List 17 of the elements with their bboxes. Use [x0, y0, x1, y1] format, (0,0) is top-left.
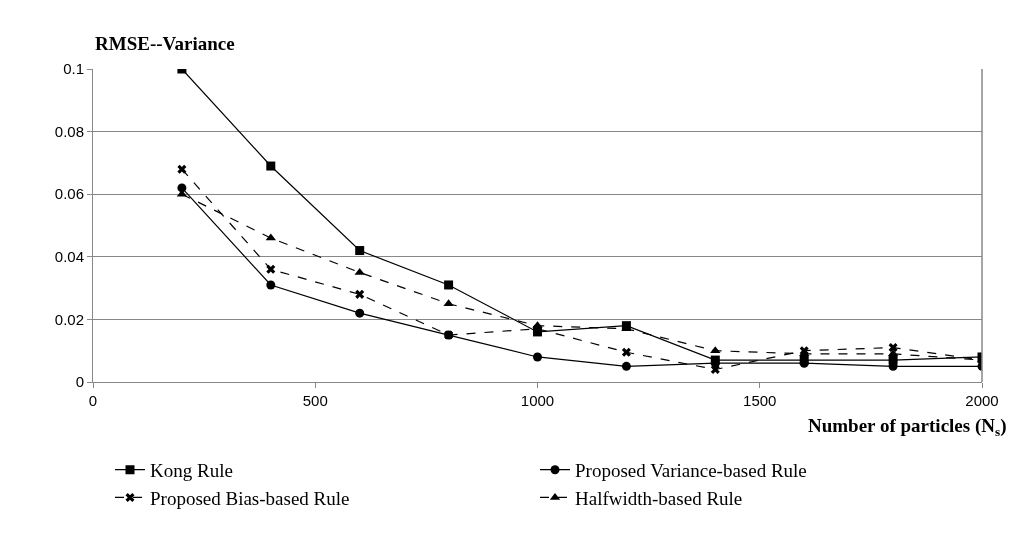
x-tick-label: 0 [88, 392, 98, 409]
x-axis-title: Number of particles (N$_{s}$) [808, 415, 1007, 439]
legend-label: Halfwidth-based Rule [575, 487, 743, 509]
y-tick-label: 0.06 [54, 185, 84, 203]
legend-label: Kong Rule [150, 460, 233, 482]
x-tick-label: 1000 [520, 392, 555, 409]
y-axis-title: RMSE--Variance [95, 33, 235, 54]
legend-label: Proposed Bias-based Rule [150, 487, 350, 509]
y-tick-label: 0.02 [54, 310, 84, 328]
legend-label: Proposed Variance-based Rule [575, 460, 807, 482]
x-tick-label: 1500 [743, 392, 777, 409]
y-tick-label: 0.08 [54, 122, 84, 140]
x-tick-label: 2000 [965, 392, 999, 409]
x-tick-label: 500 [302, 392, 328, 409]
y-tick-label: 0.1 [63, 60, 84, 78]
y-tick-label: 0 [75, 373, 84, 391]
y-tick-label: 0.04 [54, 248, 84, 266]
